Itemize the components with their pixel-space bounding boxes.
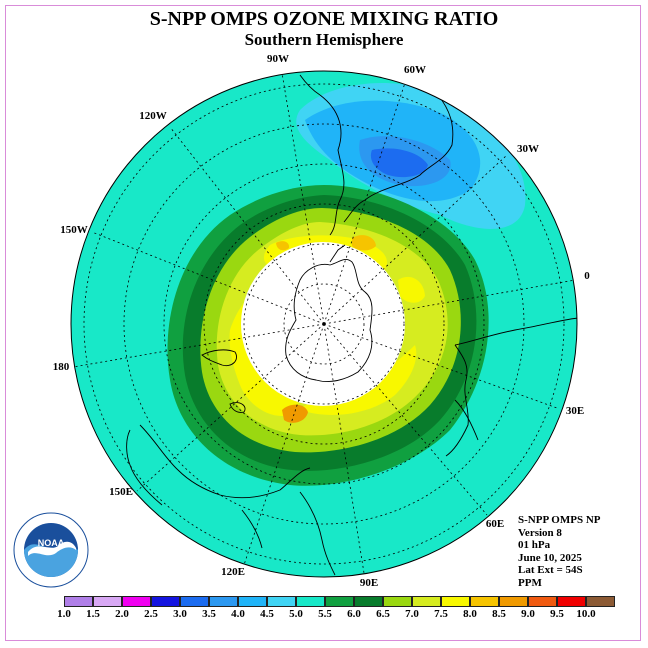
color-scale-label: 9.5 xyxy=(550,608,564,620)
map-subtitle: Southern Hemisphere xyxy=(244,30,404,49)
info-version: Version 8 xyxy=(518,526,562,539)
info-instrument: S-NPP OMPS NP xyxy=(518,514,601,526)
color-scale-label: 8.5 xyxy=(492,608,506,620)
color-scale-label: 3.0 xyxy=(173,608,187,620)
lon-label-30w: 30W xyxy=(517,143,539,155)
noaa-logo-text: NOAA xyxy=(38,538,65,548)
color-scale-swatch xyxy=(412,596,441,607)
info-panel: S-NPP OMPS NP Version 8 01 hPa June 10, … xyxy=(518,514,601,589)
color-scale-label: 4.5 xyxy=(260,608,274,620)
lon-label-120e: 120E xyxy=(221,566,245,578)
color-scale-label: 7.0 xyxy=(405,608,419,620)
longitude-labels: 90W 60W 120W 30W 150W 0 180 30E 150E 60E… xyxy=(53,53,591,589)
color-scale-label: 6.0 xyxy=(347,608,361,620)
color-scale-swatch xyxy=(151,596,180,607)
info-pressure: 01 hPa xyxy=(518,539,551,551)
color-scale-label: 1.5 xyxy=(86,608,100,620)
color-scale-label: 8.0 xyxy=(463,608,477,620)
color-scale-label: 5.5 xyxy=(318,608,332,620)
color-scale-swatch xyxy=(383,596,412,607)
lon-label-0: 0 xyxy=(584,270,590,282)
color-scale-label: 4.0 xyxy=(231,608,245,620)
color-scale-swatch xyxy=(528,596,557,607)
coastlines xyxy=(126,74,577,576)
color-scale-swatch xyxy=(325,596,354,607)
color-scale-swatch xyxy=(441,596,470,607)
lon-label-60e: 60E xyxy=(486,518,504,530)
lon-label-150e: 150E xyxy=(109,486,133,498)
color-scale-label: 2.5 xyxy=(144,608,158,620)
info-date: June 10, 2025 xyxy=(518,551,582,564)
color-scale-swatch xyxy=(296,596,325,607)
color-scale-swatch xyxy=(470,596,499,607)
map-title: S-NPP OMPS OZONE MIXING RATIO xyxy=(149,8,499,30)
color-scale-swatch xyxy=(93,596,122,607)
color-scale-label: 3.5 xyxy=(202,608,216,620)
color-scale-swatch xyxy=(64,596,93,607)
color-scale-swatch xyxy=(557,596,586,607)
color-scale-swatch xyxy=(122,596,151,607)
lon-label-90e: 90E xyxy=(360,577,378,589)
color-scale-label: 6.5 xyxy=(376,608,390,620)
color-scale-swatch xyxy=(238,596,267,607)
color-scale-label: 1.0 xyxy=(57,608,71,620)
color-scale-swatch xyxy=(267,596,296,607)
info-units: PPM xyxy=(518,576,542,589)
color-scale-swatch xyxy=(499,596,528,607)
color-scale-swatch xyxy=(180,596,209,607)
lon-label-60w: 60W xyxy=(404,64,426,76)
color-scale-label: 5.0 xyxy=(289,608,303,620)
lon-label-120w: 120W xyxy=(139,110,167,122)
color-scale-swatch xyxy=(209,596,238,607)
lon-label-30e: 30E xyxy=(566,405,584,417)
color-scale-swatch xyxy=(354,596,383,607)
lon-label-180: 180 xyxy=(53,361,70,373)
graticule xyxy=(72,72,576,574)
lon-label-150w: 150W xyxy=(60,224,88,236)
color-scale-swatch xyxy=(586,596,615,607)
lon-label-90w: 90W xyxy=(267,53,289,65)
color-scale-label: 7.5 xyxy=(434,608,448,620)
info-lat-ext: Lat Ext = 54S xyxy=(518,564,583,576)
color-scale-label: 2.0 xyxy=(115,608,129,620)
color-scale-label: 9.0 xyxy=(521,608,535,620)
ozone-field xyxy=(71,71,577,577)
noaa-logo: NOAA xyxy=(13,512,89,588)
color-scale-label: 10.0 xyxy=(576,608,596,620)
